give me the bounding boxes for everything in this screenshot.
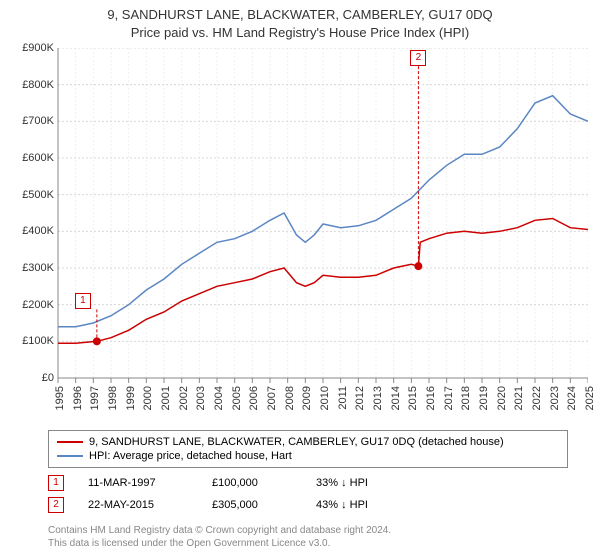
marker-note: 43% ↓ HPI: [316, 499, 406, 511]
x-tick-label: 2010: [319, 386, 331, 410]
legend-swatch: [57, 441, 83, 443]
y-tick-label: £0: [10, 372, 54, 384]
x-tick-label: 2021: [513, 386, 525, 410]
x-tick-label: 2008: [284, 386, 296, 410]
markers-table: 1 11-MAR-1997 £100,000 33% ↓ HPI 2 22-MA…: [48, 472, 568, 516]
y-tick-label: £700K: [10, 115, 54, 127]
y-tick-label: £800K: [10, 79, 54, 91]
x-tick-label: 2022: [531, 386, 543, 410]
title-block: 9, SANDHURST LANE, BLACKWATER, CAMBERLEY…: [0, 0, 600, 42]
x-tick-label: 2002: [178, 386, 190, 410]
x-tick-label: 2009: [301, 386, 313, 410]
chart-marker-badge: 1: [75, 293, 91, 309]
marker-row: 1 11-MAR-1997 £100,000 33% ↓ HPI: [48, 472, 568, 494]
legend-row: 9, SANDHURST LANE, BLACKWATER, CAMBERLEY…: [57, 435, 559, 449]
y-tick-label: £400K: [10, 225, 54, 237]
x-tick-label: 2019: [478, 386, 490, 410]
y-tick-label: £200K: [10, 299, 54, 311]
x-tick-label: 2016: [425, 386, 437, 410]
marker-row: 2 22-MAY-2015 £305,000 43% ↓ HPI: [48, 494, 568, 516]
marker-price: £100,000: [212, 477, 292, 489]
legend-label: HPI: Average price, detached house, Hart: [89, 450, 292, 462]
title-line-2: Price paid vs. HM Land Registry's House …: [0, 24, 600, 42]
x-tick-label: 2024: [566, 386, 578, 410]
attribution-line: This data is licensed under the Open Gov…: [48, 537, 568, 550]
x-tick-label: 1995: [54, 386, 66, 410]
legend-row: HPI: Average price, detached house, Hart: [57, 449, 559, 463]
x-tick-label: 2018: [460, 386, 472, 410]
title-line-1: 9, SANDHURST LANE, BLACKWATER, CAMBERLEY…: [0, 6, 600, 24]
attribution: Contains HM Land Registry data © Crown c…: [48, 524, 568, 550]
y-tick-label: £100K: [10, 335, 54, 347]
x-tick-label: 2013: [372, 386, 384, 410]
x-tick-label: 2004: [213, 386, 225, 410]
marker-date: 22-MAY-2015: [88, 499, 188, 511]
x-tick-label: 2003: [195, 386, 207, 410]
y-tick-label: £500K: [10, 189, 54, 201]
x-tick-label: 2020: [496, 386, 508, 410]
x-tick-label: 2015: [407, 386, 419, 410]
chart-svg: [48, 48, 588, 418]
chart-area: [48, 48, 588, 418]
legend-swatch: [57, 455, 83, 457]
legend-label: 9, SANDHURST LANE, BLACKWATER, CAMBERLEY…: [89, 436, 504, 448]
legend-box: 9, SANDHURST LANE, BLACKWATER, CAMBERLEY…: [48, 430, 568, 468]
x-tick-label: 1998: [107, 386, 119, 410]
x-tick-label: 1997: [89, 386, 101, 410]
y-tick-label: £300K: [10, 262, 54, 274]
chart-marker-badge: 2: [410, 50, 426, 66]
x-tick-label: 2023: [549, 386, 561, 410]
y-tick-label: £600K: [10, 152, 54, 164]
marker-badge: 2: [48, 497, 64, 513]
attribution-line: Contains HM Land Registry data © Crown c…: [48, 524, 568, 537]
x-tick-label: 2011: [337, 386, 349, 410]
x-tick-label: 2025: [584, 386, 596, 410]
x-tick-label: 2001: [160, 386, 172, 410]
marker-badge: 1: [48, 475, 64, 491]
y-tick-label: £900K: [10, 42, 54, 54]
x-tick-label: 2017: [443, 386, 455, 410]
x-tick-label: 1999: [125, 386, 137, 410]
x-tick-label: 2006: [248, 386, 260, 410]
x-tick-label: 2014: [390, 386, 402, 410]
x-tick-label: 2005: [231, 386, 243, 410]
x-tick-label: 2012: [354, 386, 366, 410]
x-tick-label: 1996: [72, 386, 84, 410]
x-tick-label: 2000: [142, 386, 154, 410]
marker-price: £305,000: [212, 499, 292, 511]
marker-note: 33% ↓ HPI: [316, 477, 406, 489]
chart-container: 9, SANDHURST LANE, BLACKWATER, CAMBERLEY…: [0, 0, 600, 560]
marker-date: 11-MAR-1997: [88, 477, 188, 489]
x-tick-label: 2007: [266, 386, 278, 410]
